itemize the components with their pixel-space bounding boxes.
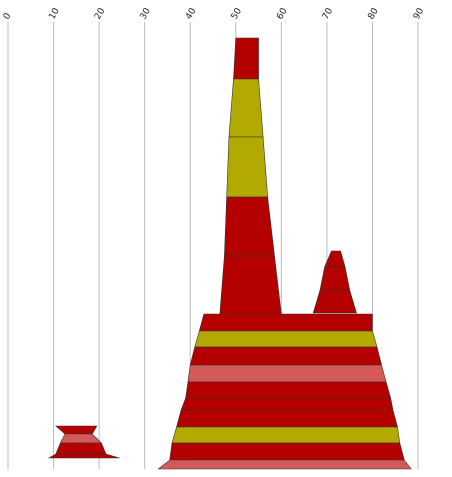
x-tick-label-0: 0 [2,11,14,21]
band-3-1 [194,330,378,348]
band-group-2 [312,250,357,314]
band-2-0 [324,250,346,268]
band-3-9 [157,459,412,470]
band-1-4 [219,255,282,315]
band-3-6 [176,409,398,428]
band-2-1 [319,266,351,291]
band-2-2 [312,289,357,314]
band-3-2 [189,346,382,366]
x-tick-label-60: 60 [275,6,290,21]
band-3-8 [169,442,405,461]
band-group-3 [157,313,412,470]
band-1-1 [228,78,264,138]
x-tick-label-20: 20 [93,6,108,21]
band-0-1 [59,433,103,444]
x-tick-labels: 0 10 20 30 40 50 60 70 80 90 [2,6,427,21]
band-1-2 [226,136,268,198]
x-tick-label-10: 10 [47,6,62,21]
band-3-3 [187,364,387,383]
band-shapes [47,37,412,470]
band-3-7 [171,426,401,444]
x-tick-label-70: 70 [321,6,336,21]
band-3-0 [198,313,373,332]
band-group-1 [219,37,282,315]
band-group-0 [47,425,120,459]
x-tick-label-40: 40 [184,6,199,21]
band-0-3 [47,453,120,459]
band-3-4 [185,381,392,399]
x-tick-label-50: 50 [230,6,245,21]
x-tick-label-80: 80 [366,6,381,21]
band-1-3 [224,196,275,257]
band-0-2 [55,442,107,455]
x-tick-label-30: 30 [139,6,154,21]
x-tick-label-90: 90 [412,6,427,21]
band-0-0 [55,425,98,435]
band-3-5 [180,397,394,411]
band-1-0 [233,37,259,80]
